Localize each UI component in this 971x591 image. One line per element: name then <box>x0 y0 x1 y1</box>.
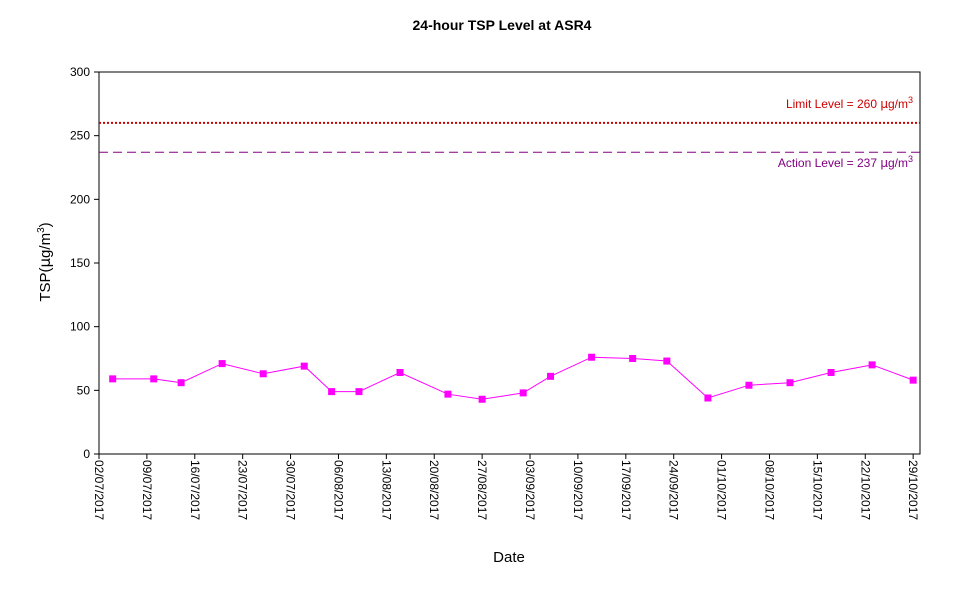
x-tick-label: 22/10/2017 <box>858 460 872 520</box>
y-tick-label: 150 <box>70 256 90 270</box>
tsp-data-point <box>355 388 363 396</box>
x-tick-label: 02/07/2017 <box>92 460 106 520</box>
tsp-data-point <box>704 394 712 402</box>
action-level-label: Action Level = 237 μg/m3 <box>778 154 913 170</box>
x-tick-label: 15/10/2017 <box>810 460 824 520</box>
tsp-data-point <box>328 388 336 396</box>
tsp-data-point <box>663 357 671 365</box>
x-tick-label: 24/09/2017 <box>667 460 681 520</box>
x-tick-label: 30/07/2017 <box>284 460 298 520</box>
series-layer <box>109 353 917 403</box>
x-tick-label: 06/08/2017 <box>331 460 345 520</box>
x-tick-label: 01/10/2017 <box>715 460 729 520</box>
tsp-data-point <box>177 379 185 387</box>
x-tick-label: 27/08/2017 <box>475 460 489 520</box>
y-axis-label: TSP(μg/m3) <box>36 222 54 301</box>
y-tick-label: 200 <box>70 192 90 206</box>
plot-area <box>98 71 921 455</box>
x-tick-label: 03/09/2017 <box>523 460 537 520</box>
y-tick-label: 0 <box>83 447 90 461</box>
tsp-data-point <box>444 390 452 398</box>
x-tick-label: 13/08/2017 <box>379 460 393 520</box>
tsp-data-point <box>519 389 527 397</box>
tsp-data-point <box>259 370 267 378</box>
y-axis: 0 50 100 150 200 250 300 <box>70 65 99 461</box>
tsp-data-point <box>909 376 917 384</box>
x-tick-label: 10/09/2017 <box>571 460 585 520</box>
y-tick-label: 100 <box>70 320 90 334</box>
x-tick-label: 09/07/2017 <box>140 460 154 520</box>
tsp-data-point <box>547 372 555 380</box>
tsp-data-point <box>786 379 794 387</box>
reference-lines: Limit Level = 260 μg/m3 Action Level = 23… <box>99 95 920 170</box>
x-axis: 02/07/2017 09/07/2017 16/07/2017 23/07/2017… <box>92 454 920 520</box>
x-axis-label: Date <box>493 549 525 566</box>
tsp-data-point <box>300 362 308 370</box>
limit-level-label: Limit Level = 260 μg/m3 <box>786 95 913 111</box>
y-tick-label: 50 <box>77 383 91 397</box>
y-tick-label: 300 <box>70 65 90 79</box>
x-tick-label: 08/10/2017 <box>762 460 776 520</box>
x-tick-label: 23/07/2017 <box>236 460 250 520</box>
x-tick-label: 20/08/2017 <box>427 460 441 520</box>
x-tick-label: 16/07/2017 <box>188 460 202 520</box>
chart-title: 24-hour TSP Level at ASR4 <box>413 17 592 33</box>
tsp-data-point <box>588 353 596 361</box>
x-tick-label: 17/09/2017 <box>619 460 633 520</box>
x-tick-label: 29/10/2017 <box>906 460 920 520</box>
tsp-data-point <box>150 375 158 383</box>
tsp-data-point <box>629 355 637 362</box>
tsp-data-point <box>868 361 876 369</box>
tsp-data-point <box>109 375 117 383</box>
tsp-data-point <box>218 360 226 368</box>
tsp-series-line <box>112 356 914 400</box>
tsp-data-point <box>478 395 486 403</box>
tsp-data-point <box>396 369 404 377</box>
tsp-data-point <box>827 369 835 377</box>
tsp-data-point <box>745 381 753 389</box>
y-tick-label: 250 <box>70 129 90 143</box>
